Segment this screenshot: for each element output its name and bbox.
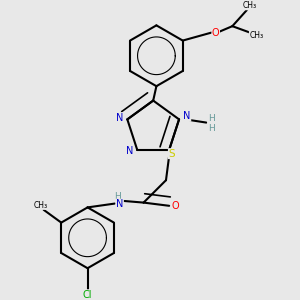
Text: O: O — [212, 28, 220, 38]
Text: S: S — [168, 148, 175, 159]
Text: O: O — [171, 201, 179, 211]
Text: N: N — [116, 113, 123, 123]
Text: CH₃: CH₃ — [33, 200, 47, 209]
Text: H: H — [208, 124, 214, 133]
Text: N: N — [116, 199, 123, 209]
Text: CH₃: CH₃ — [249, 31, 263, 40]
Text: H: H — [115, 192, 122, 201]
Text: N: N — [183, 111, 191, 121]
Text: Cl: Cl — [83, 290, 92, 300]
Text: H: H — [208, 114, 214, 123]
Text: N: N — [125, 146, 133, 156]
Text: CH₃: CH₃ — [243, 1, 257, 10]
